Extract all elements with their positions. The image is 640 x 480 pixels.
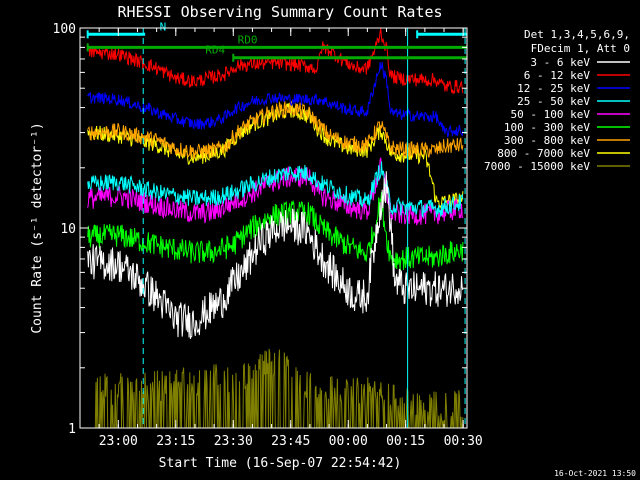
series-1 — [87, 171, 464, 340]
y-tick-label: 1 — [68, 422, 76, 437]
x-tick-label: 23:45 — [271, 434, 310, 449]
legend-label: 800 - 7000 keV — [497, 147, 590, 160]
legend-label: 6 - 12 keV — [524, 69, 591, 82]
series-line — [87, 171, 464, 340]
legend-header-1: Det 1,3,4,5,6,9, — [524, 28, 630, 41]
legend: Det 1,3,4,5,6,9, FDecim 1, Att 0 7000 - … — [484, 28, 630, 173]
x-axis-label: Start Time (16-Sep-07 22:54:42) — [159, 456, 402, 471]
series-line — [87, 102, 464, 210]
x-tick-label: 23:15 — [156, 434, 195, 449]
y-axis-label: Count Rate (s⁻¹ detector⁻¹) — [30, 122, 45, 333]
x-tick-label: 00:30 — [444, 434, 483, 449]
series-line — [87, 62, 464, 138]
legend-label: 7000 - 15000 keV — [484, 160, 590, 173]
x-tick-label: 00:00 — [329, 434, 368, 449]
chart-title: RHESSI Observing Summary Count Rates — [117, 3, 442, 21]
series-line — [87, 161, 464, 219]
footer-timestamp: 16-Oct-2021 13:50 — [554, 469, 636, 478]
legend-label: 3 - 6 keV — [530, 56, 590, 69]
series-line — [87, 191, 464, 271]
x-tick-label: 23:30 — [214, 434, 253, 449]
x-tick-label: 23:00 — [99, 434, 138, 449]
legend-label: 12 - 25 keV — [517, 82, 590, 95]
y-tick-label: 10 — [60, 222, 76, 237]
series-4 — [87, 161, 464, 219]
legend-label: 300 - 800 keV — [504, 134, 590, 147]
mode-label: N — [160, 20, 167, 33]
mode-label: RD0 — [238, 33, 258, 46]
x-tick-label: 00:15 — [386, 434, 425, 449]
series-6 — [87, 191, 464, 271]
legend-label: 25 - 50 keV — [517, 95, 590, 108]
series-3 — [87, 62, 464, 138]
series-8 — [87, 102, 464, 210]
legend-label: 50 - 100 keV — [511, 108, 591, 121]
series-7 — [87, 100, 464, 160]
legend-header-2: FDecim 1, Att 0 — [531, 42, 630, 55]
y-tick-label: 100 — [53, 22, 76, 37]
mode-label: RD4 — [205, 44, 225, 57]
legend-label: 100 - 300 keV — [504, 121, 590, 134]
series-line — [87, 100, 464, 160]
axis-layer: 23:00 23:15 23:30 23:45 00:00 00:15 00:30 1 10 10… — [53, 22, 483, 449]
